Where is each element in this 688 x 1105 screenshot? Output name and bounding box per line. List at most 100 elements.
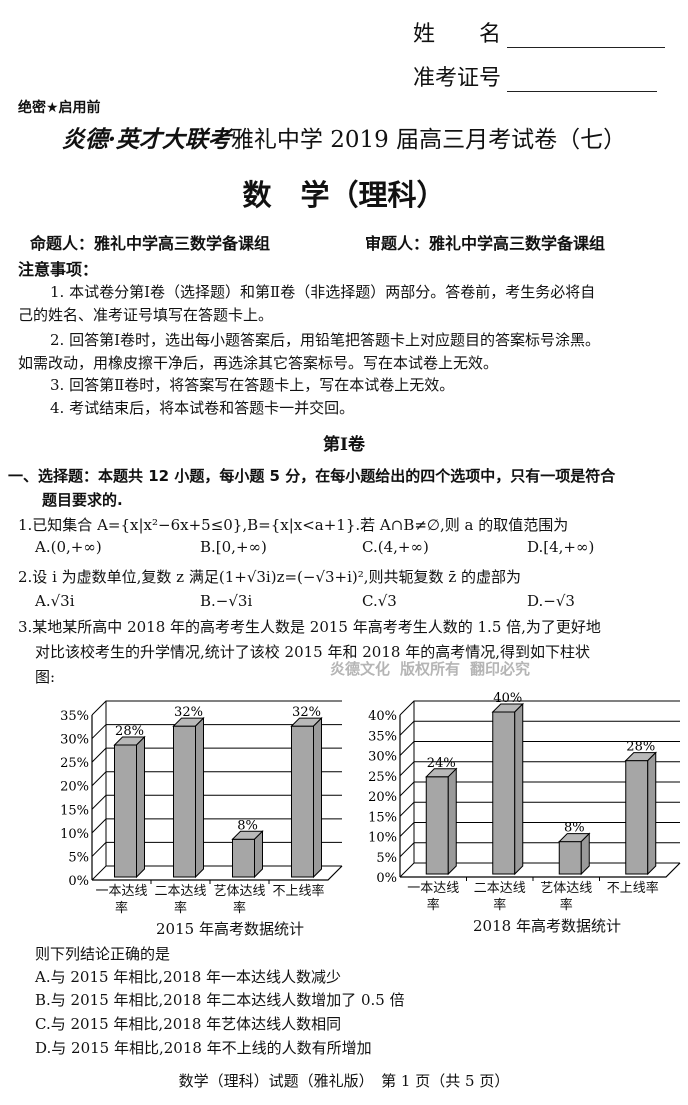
notice-line: 3. 回答第Ⅱ卷时，将答案写在答题卡上，写在本试卷上无效。 [50,376,455,394]
y-tick-label: 5% [68,850,89,865]
y-tick-label: 35% [368,729,397,744]
q3-option-b: B.与 2015 年相比,2018 年二本达线人数增加了 0.5 倍 [35,991,405,1009]
notice-line: 4. 考试结束后，将本试卷和答题卡一并交回。 [50,399,355,417]
data-label: 28% [626,740,655,755]
y-tick-label: 35% [60,709,89,724]
bar [558,841,582,875]
bar [291,725,314,878]
q3-prompt: 则下列结论正确的是 [35,945,171,963]
page-footer: 数学（理科）试题（雅礼版） 第 1 页（共 5 页） [178,1072,510,1090]
notice-line: 2. 回答第Ⅰ卷时，选出每小题答案后，用铅笔把答题卡上对应题目的答案标号涂黑。 [50,331,601,349]
q3-option-a: A.与 2015 年相比,2018 年一本达线人数减少 [35,968,342,986]
notice-heading: 注意事项： [18,260,99,279]
secret-label: 绝密★启用前 [18,100,101,116]
exam-id-label: 准考证号 [413,66,502,91]
bar-side [313,716,322,879]
exam-id-field: 准考证号 [413,60,658,92]
notice-line: 己的姓名、准考证号填写在答题卡上。 [18,306,274,324]
y-tick-label: 25% [368,770,397,785]
data-label: 8% [564,821,585,836]
watermark-line: 翻印必究 [470,660,531,678]
question-3-stem: 图: [35,668,56,686]
setter: 命题人：雅礼中学高三数学备课组 [30,234,271,253]
brand-name: 炎德·英才大联考 [61,126,231,153]
bar [114,744,137,878]
y-tick-label: 15% [368,810,397,825]
chart-title: 2018 年高考数据统计 [473,917,621,935]
q1-option-a: A.(0,+∞) [35,538,102,556]
bar-side [447,767,457,876]
y-tick-label: 5% [376,851,397,866]
q2-option-d: D.−√3 [527,592,575,610]
y-tick-label: 25% [60,756,89,771]
x-category-label: 艺体达线率 [213,884,266,916]
x-category-label: 二本达线率 [473,881,526,913]
x-axis-floor [400,862,681,878]
notice-line: 如需改动，用橡皮擦干净后，再选涂其它答案标号。写在本试卷上无效。 [18,354,499,372]
data-label: 40% [493,691,522,706]
data-label: 8% [237,818,258,833]
data-label: 24% [427,756,456,771]
y-tick-label: 15% [60,803,89,818]
bar-side [647,751,657,876]
section-intro: 一、选择题：本题共 12 小题，每小题 5 分，在每小题给出的四个选项中，只有一… [8,467,616,485]
q3-option-d: D.与 2015 年相比,2018 年不上线的人数有所增加 [35,1039,372,1057]
y-tick-label: 30% [368,750,397,765]
y-tick-label: 20% [368,790,397,805]
question-3-stem: 对比该校考生的升学情况,统计了该校 2015 年和 2018 年的高考情况,得到… [35,643,590,661]
exam-title: 炎德·英才大联考雅礼中学 2019 届高三月考试卷（七） [0,120,688,154]
watermark: 炎德文化 版权所有 翻印必究 [330,660,540,678]
reviewer: 审题人：雅礼中学高三数学备课组 [365,234,606,253]
bar-side [254,830,263,879]
data-label: 32% [292,705,321,720]
q1-option-c: C.(4,+∞) [362,538,429,556]
watermark-line: 版权所有 [400,660,461,678]
x-category-label: 不上线率 [606,881,659,896]
bar-side [580,832,590,876]
notice-line: 1. 本试卷分第Ⅰ卷（选择题）和第Ⅱ卷（非选择题）两部分。答卷前，考生务必将自 [50,283,596,301]
y-tick-label: 0% [68,874,89,889]
bar-side [136,735,145,879]
chart-svg: 0% 5% 10% 15% 20% 25% 30% 35% 40% 24% 40% 8% 28% [368,691,681,886]
x-axis-floor [92,865,343,881]
x-category-label: 一本达线率 [407,881,460,913]
bar-chart-2018: 0% 5% 10% 15% 20% 25% 30% 35% 40% 24% 40% 8% 28% 一本达线… [355,680,685,940]
bar [492,711,516,875]
x-category-label: 不上线率 [272,884,325,899]
bar-chart-2015: 0% 5% 10% 15% 20% 25% 30% 35% 28% 32% 8% 32% 一本达线率 二本… [50,680,350,940]
data-label: 28% [115,724,144,739]
y-tick-label: 30% [60,733,89,748]
watermark-line: 炎德文化 [330,660,391,678]
q3-option-c: C.与 2015 年相比,2018 年艺体达线人数相同 [35,1015,342,1033]
q2-option-b: B.−√3i [200,592,253,610]
name-blank [507,27,666,48]
chart-title: 2015 年高考数据统计 [156,920,304,938]
chart-svg: 0% 5% 10% 15% 20% 25% 30% 35% 28% 32% 8% 32% [60,700,343,889]
question-2-stem: 2.设 i 为虚数单位,复数 z 满足(1+√3i)z=(−√3+i)²,则共轭… [18,568,522,586]
bar [232,838,255,878]
q2-option-a: A.√3i [35,592,75,610]
y-tick-label: 10% [60,827,89,842]
exam-id-blank [507,71,658,92]
x-category-label: 艺体达线率 [540,881,593,913]
q1-option-d: D.[4,+∞) [527,538,595,556]
x-category-label: 二本达线率 [154,884,207,916]
bar-side [195,716,204,879]
question-3-stem: 3.某地某所高中 2018 年的高考考生人数是 2015 年高考考生人数的 1.… [18,618,601,636]
q1-option-b: B.[0,+∞) [200,538,267,556]
bar [173,725,196,878]
x-category-label: 一本达线率 [95,884,148,916]
y-tick-label: 20% [60,780,89,795]
section-intro: 题目要求的. [42,491,123,509]
name-label: 姓 名 [413,22,502,47]
gridline [399,720,680,736]
data-label: 32% [174,705,203,720]
gridline [399,700,680,716]
y-tick-label: 40% [368,709,397,724]
y-tick-label: 0% [376,871,397,886]
bar [625,760,649,875]
q2-option-c: C.√3 [362,592,397,610]
exam-title-rest: 雅礼中学 2019 届高三月考试卷（七） [230,127,627,153]
y-tick-label: 10% [368,831,397,846]
bar-side [514,702,524,876]
